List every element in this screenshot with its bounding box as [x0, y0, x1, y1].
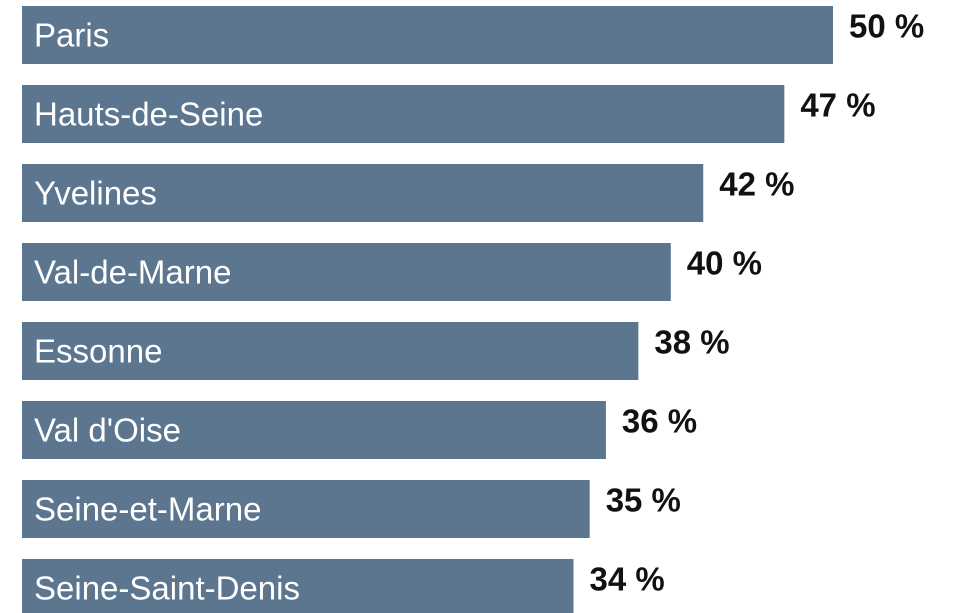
- category-label: Seine-Saint-Denis: [34, 570, 300, 607]
- value-label: 36 %: [622, 403, 697, 440]
- value-label: 34 %: [589, 561, 664, 598]
- category-label: Seine-et-Marne: [34, 491, 261, 528]
- category-label: Yvelines: [34, 175, 157, 212]
- category-label: Val d'Oise: [34, 412, 181, 449]
- value-label: 35 %: [606, 482, 681, 519]
- bar: [22, 6, 833, 64]
- bar: [22, 559, 574, 613]
- value-label: 50 %: [849, 8, 924, 45]
- bar: [22, 164, 704, 222]
- bar: [22, 480, 590, 538]
- category-label: Hauts-de-Seine: [34, 96, 263, 133]
- value-label: 42 %: [719, 166, 794, 203]
- bar: [22, 401, 606, 459]
- bar: [22, 85, 785, 143]
- bar: [22, 322, 639, 380]
- bar: [22, 243, 671, 301]
- category-label: Essonne: [34, 333, 162, 370]
- value-label: 47 %: [800, 87, 875, 124]
- value-label: 38 %: [654, 324, 729, 361]
- value-label: 40 %: [687, 245, 762, 282]
- category-label: Paris: [34, 17, 109, 54]
- category-label: Val-de-Marne: [34, 254, 231, 291]
